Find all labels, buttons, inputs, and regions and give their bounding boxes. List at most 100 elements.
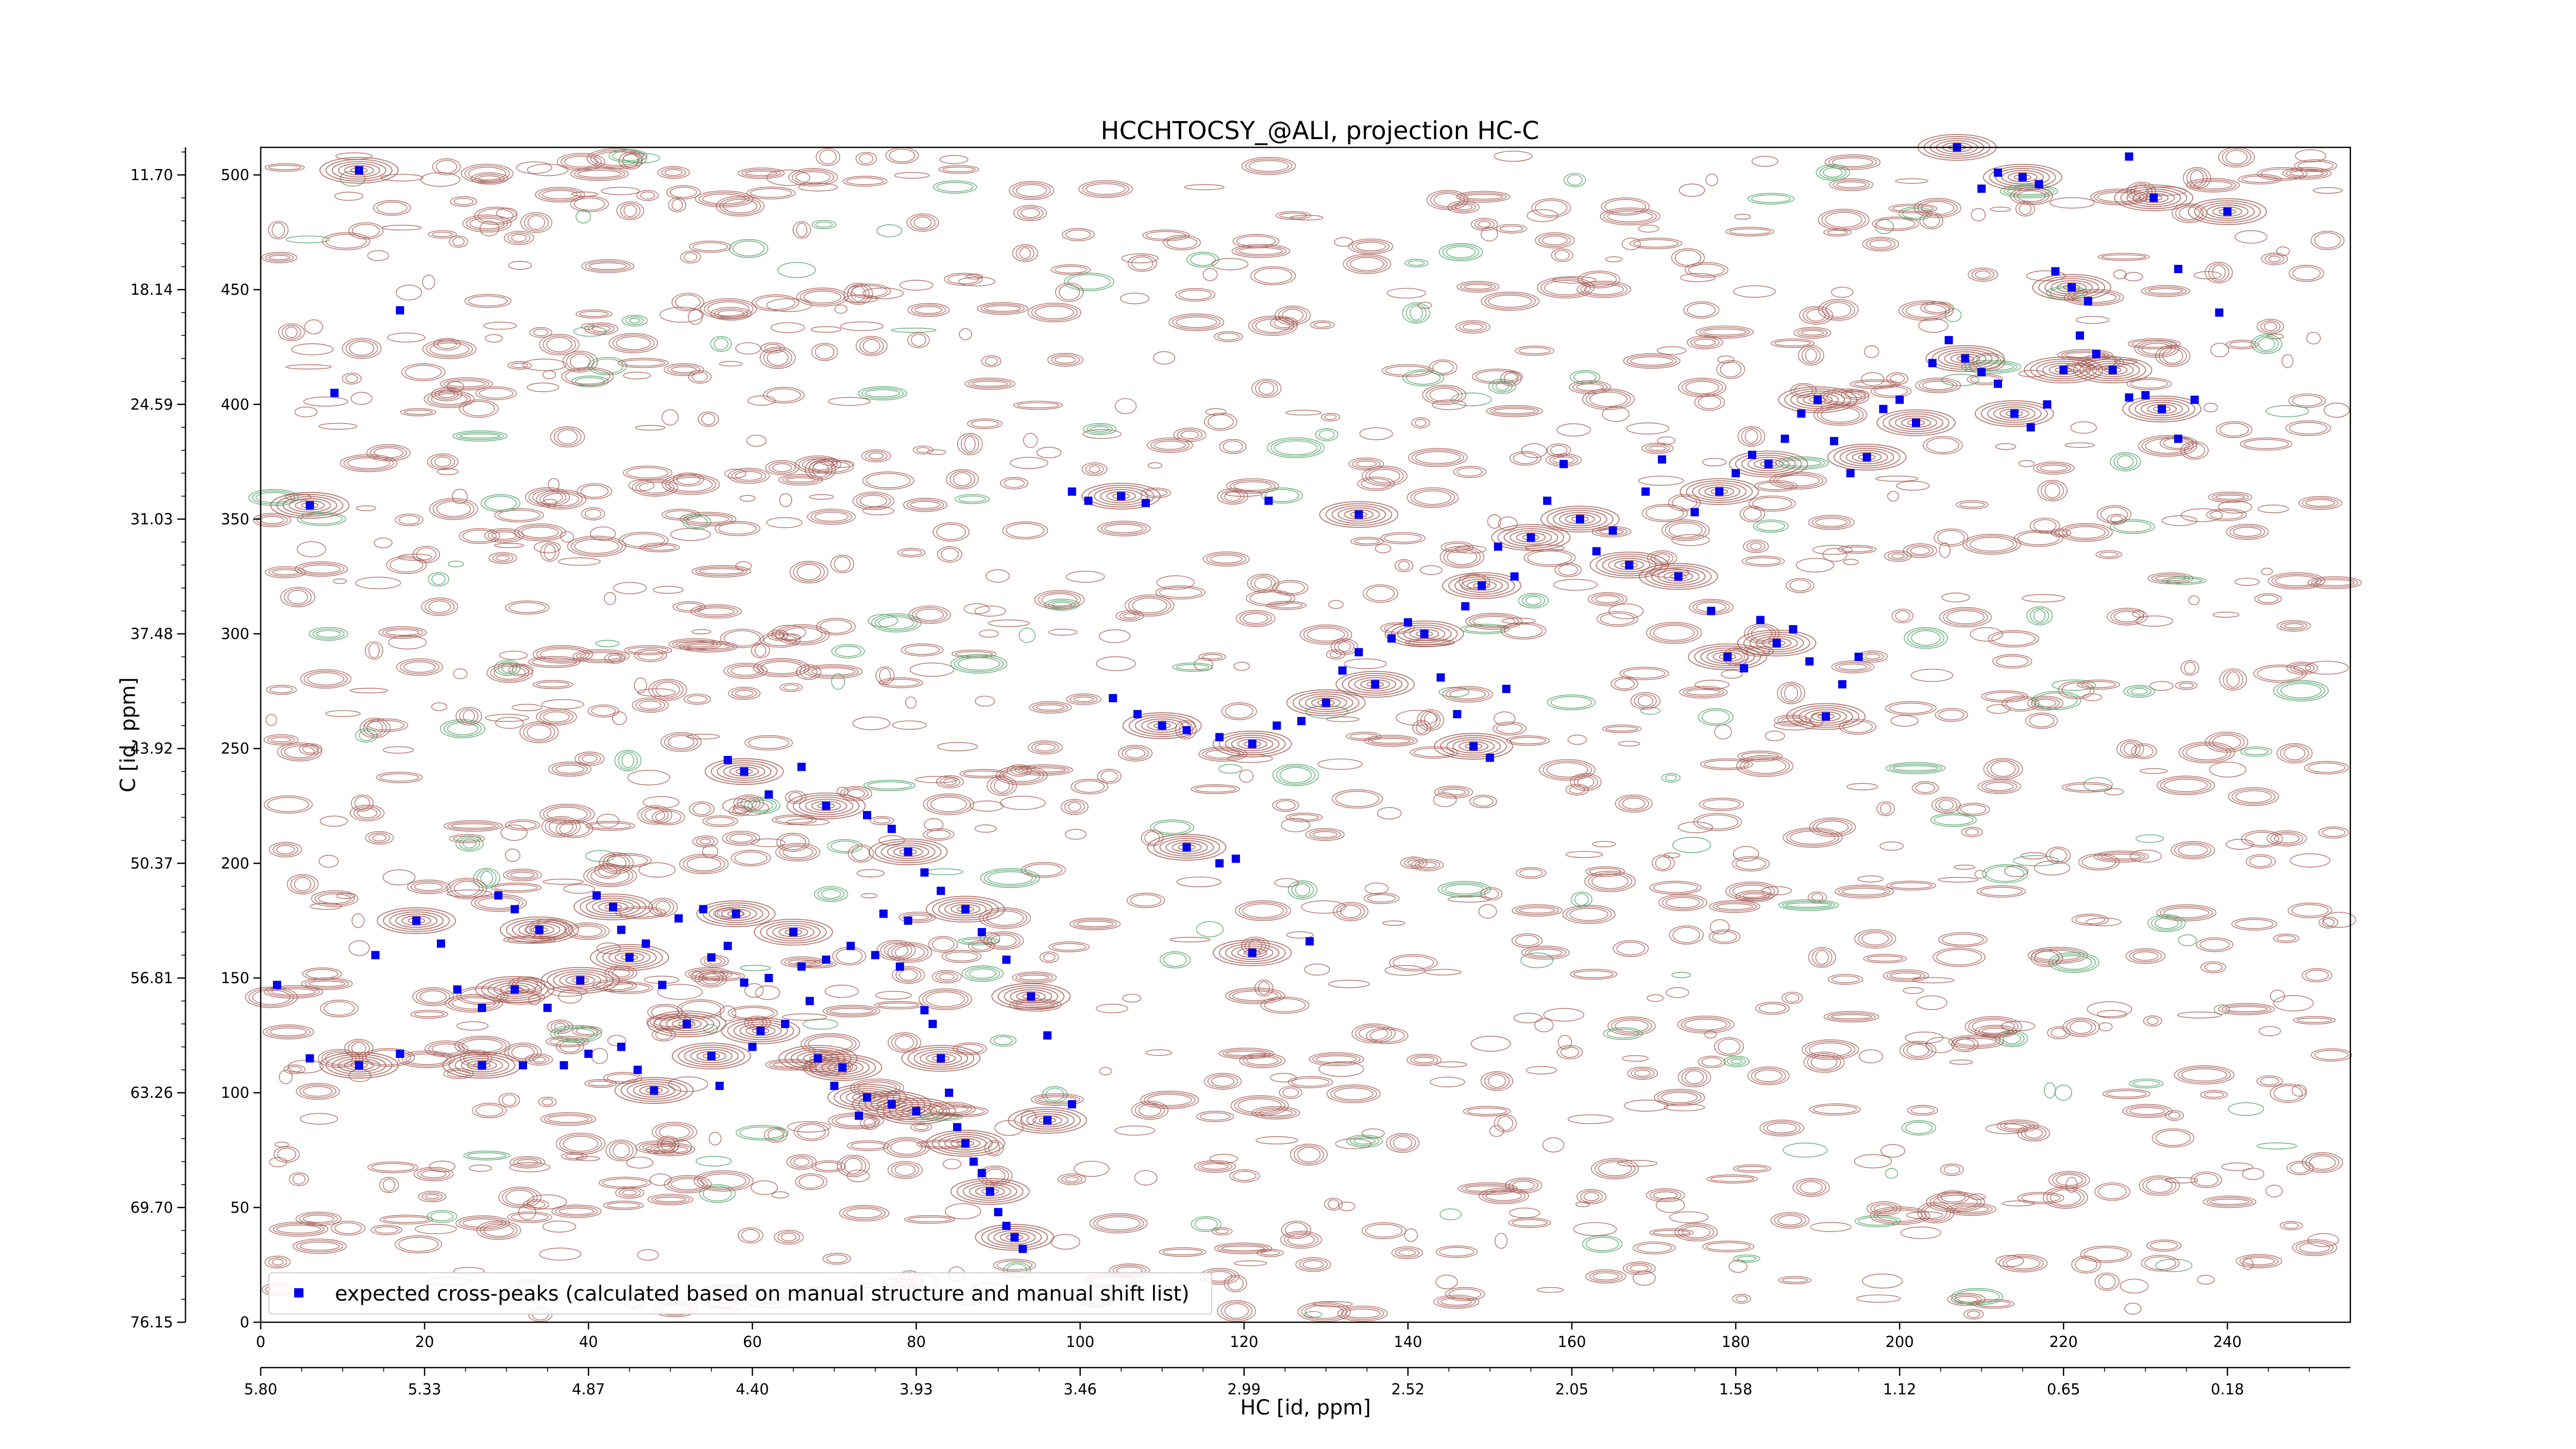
signal-contour <box>295 500 325 511</box>
contour-ring <box>1585 866 1625 877</box>
contour-ring <box>1911 977 1955 984</box>
contour-ring <box>718 523 757 535</box>
contour-ring <box>1781 683 1802 703</box>
contour-ring <box>1568 380 1612 394</box>
signal-contour <box>1728 450 1808 478</box>
contour-ring <box>1481 291 1539 311</box>
contour-ring <box>1021 862 1066 878</box>
contour-ring <box>906 213 939 232</box>
contour-ring <box>616 336 651 350</box>
contour-ring <box>1470 217 1498 231</box>
contour-ring <box>1565 784 1589 796</box>
contour-ring <box>1972 1299 2015 1309</box>
contour-ring <box>447 722 478 735</box>
signal-contour <box>1467 580 1497 591</box>
contour-ring <box>1934 814 1973 825</box>
contour-ring <box>447 821 500 830</box>
contour-ring <box>728 805 752 817</box>
contour-ring <box>1584 283 1624 295</box>
signal-contour <box>803 1053 833 1064</box>
contour-ring <box>2209 762 2247 778</box>
contour-ring <box>265 253 294 262</box>
contour-ring <box>1542 1137 1565 1153</box>
contour-ring <box>380 174 424 182</box>
signal-contour <box>401 915 432 926</box>
contour-ring <box>2113 453 2138 470</box>
signal-contour <box>1540 506 1620 533</box>
contour-ring <box>1100 770 1118 782</box>
contour-ring <box>1451 392 1492 407</box>
contour-ring <box>1326 716 1360 722</box>
signal-contour <box>1713 651 1743 662</box>
contour-ring <box>2211 493 2249 501</box>
contour-ring <box>796 223 807 238</box>
contour-ring <box>425 1194 439 1200</box>
contour-ring <box>1498 516 1518 531</box>
contour-ring <box>1884 550 1912 562</box>
contour-ring <box>554 1026 599 1041</box>
signal-contour <box>1950 353 1980 364</box>
signal-contour <box>1497 526 1565 549</box>
contour-ring <box>1682 379 1723 396</box>
contour-ring <box>1679 183 1705 197</box>
signal-contour <box>276 494 344 517</box>
contour-ring <box>621 753 634 768</box>
contour-ring <box>1408 448 1468 467</box>
signal-contour <box>799 797 854 815</box>
contour-ring <box>954 655 1004 672</box>
signal-contour <box>512 920 567 939</box>
contour-ring <box>1402 369 1445 386</box>
contour-ring <box>646 1142 696 1156</box>
contour-ring <box>1018 766 1070 774</box>
contour-ring <box>1880 803 1892 815</box>
contour-ring <box>581 259 635 273</box>
contour-ring <box>1803 307 1830 323</box>
contour-ring <box>1511 933 1543 948</box>
contour-ring <box>1546 762 1588 778</box>
contour-ring <box>511 703 543 712</box>
contour-ring <box>1822 548 1848 562</box>
contour-ring <box>616 201 645 221</box>
expected-peak-marker <box>1231 854 1240 863</box>
signal-contour <box>338 163 380 178</box>
contour-ring <box>541 816 581 838</box>
contour-ring <box>608 149 648 163</box>
contour-ring <box>561 367 614 386</box>
contour-ring <box>450 196 478 207</box>
contour-ring <box>1602 724 1642 733</box>
signal-contour <box>944 902 987 917</box>
contour-ring <box>1875 218 1916 230</box>
contour-ring <box>1515 905 1559 915</box>
contour-ring <box>2155 917 2179 929</box>
contour-ring <box>576 650 626 662</box>
signal-contour <box>1589 551 1669 579</box>
contour-ring <box>786 818 829 826</box>
expected-peak-marker <box>609 903 617 911</box>
contour-ring <box>2231 788 2276 805</box>
signal-contour <box>540 967 620 994</box>
contour-ring <box>747 395 776 406</box>
plot-area <box>245 134 2362 1323</box>
contour-ring <box>652 585 684 594</box>
expected-peak-marker <box>1387 634 1396 643</box>
contour-ring <box>511 1213 549 1222</box>
contour-ring <box>1898 300 1954 321</box>
contour-ring <box>1241 157 1296 175</box>
contour-ring <box>2182 743 2232 762</box>
contour-ring <box>1055 282 1084 302</box>
contour-ring <box>462 838 477 849</box>
contour-ring <box>1414 1056 1435 1064</box>
contour-ring <box>1238 1098 1282 1113</box>
contour-ring <box>2290 1162 2311 1174</box>
contour-ring <box>2113 520 2151 533</box>
contour-ring <box>1338 1201 1355 1211</box>
contour-ring <box>2228 1102 2264 1116</box>
contour-ring <box>931 1105 969 1114</box>
contour-ring <box>1883 969 1929 982</box>
signal-contour <box>559 973 602 988</box>
contour-ring <box>892 966 925 984</box>
expected-peak-marker <box>1420 630 1429 638</box>
contour-ring <box>542 879 584 885</box>
contour-ring <box>340 454 398 473</box>
